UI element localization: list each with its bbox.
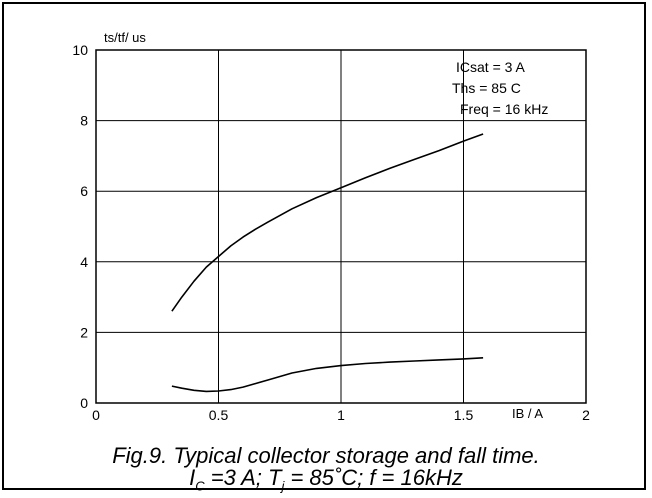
- figure-caption-conditions: IC =3 A; Tj = 85˚C; f = 16kHz: [0, 466, 652, 498]
- y-tick-label: 4: [80, 254, 88, 270]
- y-tick-label: 6: [80, 183, 88, 199]
- tick-labels: 0 0.5 1 1.5 2 0 2 4 6 8 10: [72, 42, 590, 423]
- x-tick-label: 0.5: [209, 407, 229, 423]
- annotation-ths: Ths = 85 C: [452, 80, 521, 96]
- y-tick-label: 0: [80, 395, 88, 411]
- figure-caption: Fig.9. Typical collector storage and fal…: [0, 444, 652, 468]
- y-tick-label: 10: [72, 42, 88, 58]
- storage-time-curve: [171, 133, 484, 312]
- caption-conditions-image: IC =3 A; Tj = 85˚C; f = 16kHz: [189, 465, 463, 494]
- fall-time-curve: [171, 357, 484, 393]
- y-tick-label: 8: [80, 113, 88, 129]
- x-tick-label: 0: [92, 407, 100, 423]
- caption-line1: Fig.9. Typical collector storage and fal…: [112, 443, 540, 468]
- chart-grid: [96, 50, 586, 403]
- y-tick-label: 2: [80, 324, 88, 340]
- figure-frame: [2, 2, 646, 490]
- annotation-icsat: ICsat = 3 A: [456, 59, 526, 75]
- x-axis-label: IB / A: [512, 406, 543, 421]
- x-tick-label: 1: [337, 407, 345, 423]
- x-tick-label: 2: [582, 407, 590, 423]
- y-axis-label: ts/tf/ us: [104, 30, 146, 45]
- x-tick-label: 1.5: [454, 407, 474, 423]
- annotation-freq: Freq = 16 kHz: [460, 101, 548, 117]
- plot-area-border: [95, 49, 587, 404]
- chart-series: [171, 133, 484, 393]
